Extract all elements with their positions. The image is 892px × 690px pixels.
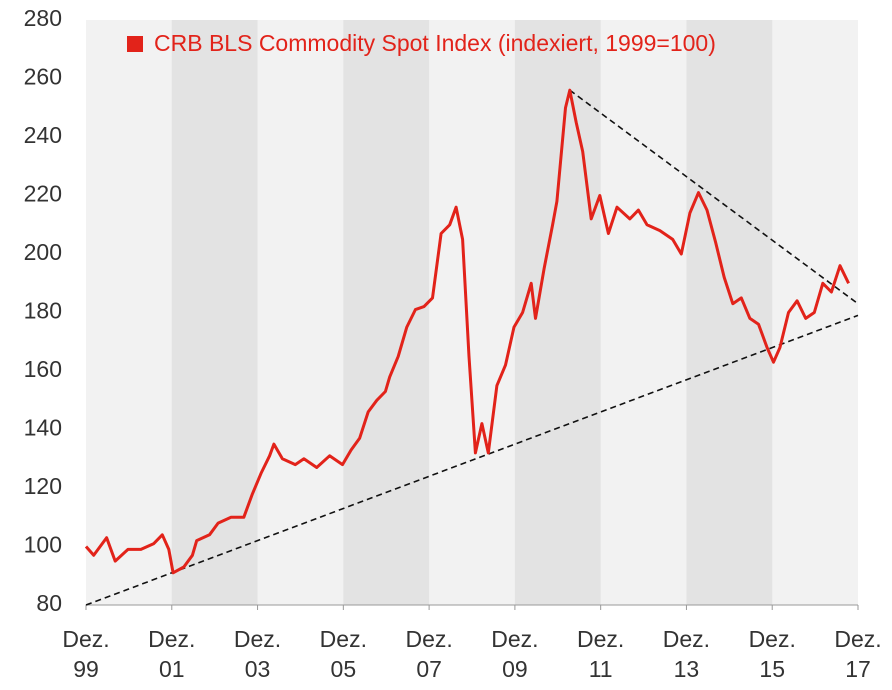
y-tick-label: 80 <box>36 590 62 616</box>
y-tick-label: 100 <box>24 532 62 558</box>
y-tick-label: 240 <box>24 122 62 148</box>
x-tick-label: Dez. 05 <box>319 626 367 682</box>
x-tick-label: Dez. 03 <box>233 626 282 682</box>
y-tick-label: 180 <box>24 298 62 324</box>
shaded-band <box>686 20 773 605</box>
y-tick-label: 220 <box>24 181 62 207</box>
x-tick-label: Dez. 13 <box>662 626 711 682</box>
y-tick-label: 280 <box>24 5 62 31</box>
x-tick-label: Dez. 11 <box>577 626 625 682</box>
x-tick-label: Dez. 01 <box>148 626 196 682</box>
x-tick-label: Dez. 99 <box>62 626 110 682</box>
legend-label: CRB BLS Commodity Spot Index (indexiert,… <box>154 30 716 56</box>
legend-swatch <box>127 36 143 52</box>
y-tick-label: 120 <box>24 473 62 499</box>
shaded-band <box>343 20 430 605</box>
y-tick-label: 140 <box>24 415 62 441</box>
y-tick-label: 260 <box>24 64 62 90</box>
trend-line <box>85 314 859 606</box>
y-tick-label: 160 <box>24 356 62 382</box>
x-tick-label: Dez. 17 <box>834 626 882 682</box>
legend: CRB BLS Commodity Spot Index (indexiert,… <box>127 30 716 56</box>
x-tick-label: Dez. 07 <box>405 626 453 682</box>
shaded-band <box>171 20 258 605</box>
x-tick-label: Dez. 09 <box>491 626 539 682</box>
y-tick-label: 200 <box>24 239 62 265</box>
x-tick-label: Dez. 15 <box>748 626 796 682</box>
data-line <box>84 88 850 575</box>
shaded-band <box>514 20 601 605</box>
